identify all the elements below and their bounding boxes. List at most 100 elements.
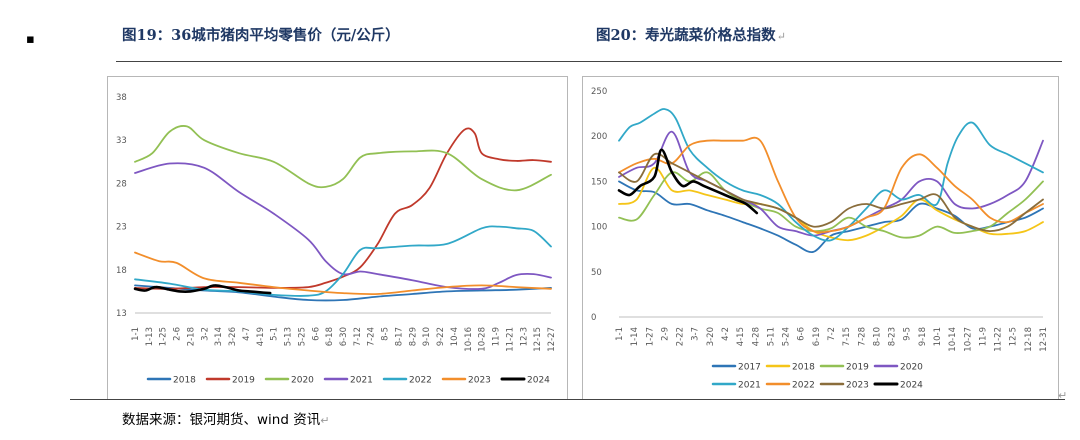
pork-xtick-label: 1-1 <box>131 327 141 341</box>
veg-legend-label-2021: 2021 <box>738 381 761 391</box>
chart-pork-price: 13 18 23 28 33 38 1-1 1-13 1-25 2-6 2-18 3-2 3-14 3-2… <box>107 76 568 400</box>
pork-series-2024 <box>133 284 272 295</box>
pork-xtick-label: 1-25 <box>159 327 169 346</box>
pork-xtick-label: 7-24 <box>367 327 377 346</box>
veg-legend-label-2019: 2019 <box>846 363 869 373</box>
figure-19-title: 图19：36城市猪肉平均零售价（元/公斤） <box>122 27 400 44</box>
pork-legend-label-2018: 2018 <box>173 376 196 386</box>
veg-xtick-label: 7-15 <box>842 327 852 346</box>
bullet-marker: ▪ <box>26 32 35 47</box>
pork-price-svg: 13 18 23 28 33 38 1-1 1-13 1-25 2-6 2-18 3-2 3-14 3-2… <box>116 93 557 386</box>
pork-legend-label-2020: 2020 <box>291 376 314 386</box>
veg-xtick-label: 10-27 <box>963 327 973 352</box>
veg-xtick-label: 12-18 <box>1024 327 1034 352</box>
veg-xtick-label: 6-19 <box>812 327 822 346</box>
pork-xtick-label: 10-4 <box>450 327 460 346</box>
veg-ytick-label: 50 <box>591 268 602 278</box>
veg-series-2021 <box>618 108 1044 242</box>
pork-ytick-label: 33 <box>116 136 127 146</box>
veg-xtick-label: 6-6 <box>797 327 807 341</box>
veg-xtick-label: 5-11 <box>766 327 776 346</box>
chart-vegetable-index: 0 50 100 150 200 250 1-1 1-14 1-27 2-9 2-22 3-7 3-20… <box>582 76 1059 400</box>
pork-xtick-label: 11-21 <box>505 327 515 352</box>
pork-ytick-label: 13 <box>116 309 127 319</box>
veg-legend-label-2017: 2017 <box>738 363 761 373</box>
data-source-note: 数据来源：银河期货、wind 资讯↵ <box>122 408 329 428</box>
pork-xtick-label: 5-13 <box>284 327 294 346</box>
veg-xtick-label: 10-1 <box>933 327 943 346</box>
pork-xtick-label: 3-26 <box>228 327 238 346</box>
veg-xtick-label: 4-2 <box>721 327 731 341</box>
veg-ytick-label: 200 <box>591 132 607 142</box>
pork-legend-label-2023: 2023 <box>468 376 491 386</box>
veg-legend-label-2023: 2023 <box>846 381 869 391</box>
pork-xtick-label: 3-2 <box>200 327 210 341</box>
veg-xtick-label: 11-22 <box>994 327 1004 352</box>
pork-xtick-label: 4-7 <box>242 327 252 341</box>
figure-20-title: 图20：寿光蔬菜价格总指数↵ <box>596 24 786 45</box>
pork-xtick-label: 9-22 <box>436 327 446 346</box>
pork-xtick-label: 8-29 <box>408 327 418 346</box>
pork-xtick-label: 6-6 <box>311 327 321 341</box>
pork-xtick-label: 10-28 <box>478 327 488 352</box>
pork-series-2020 <box>134 125 552 192</box>
pork-series-2021 <box>134 162 552 290</box>
vegetable-index-svg: 0 50 100 150 200 250 1-1 1-14 1-27 2-9 2-22 3-7 3-20… <box>591 87 1049 391</box>
veg-ytick-label: 100 <box>591 223 607 233</box>
pork-legend-label-2022: 2022 <box>409 376 432 386</box>
pork-series-2023 <box>134 251 552 296</box>
veg-xtick-label: 5-24 <box>782 327 792 346</box>
veg-legend-label-2024: 2024 <box>900 381 923 391</box>
veg-series-2020 <box>618 130 1044 237</box>
pork-xtick-label: 12-27 <box>547 327 557 352</box>
pork-xtick-label: 5-25 <box>297 327 307 346</box>
pork-ytick-label: 18 <box>116 266 127 276</box>
figure-20-title-text: 图20：寿光蔬菜价格总指数 <box>596 27 776 44</box>
veg-xtick-label: 4-28 <box>751 327 761 346</box>
veg-xtick-label: 2-9 <box>660 327 670 341</box>
veg-series-2022 <box>618 136 1044 234</box>
pork-legend-label-2019: 2019 <box>232 376 255 386</box>
pork-series-2019 <box>134 127 552 290</box>
pork-ytick-label: 28 <box>116 179 127 189</box>
veg-series-2023 <box>618 152 1044 232</box>
veg-ytick-label: 0 <box>591 313 596 323</box>
veg-xtick-label: 12-5 <box>1009 327 1019 346</box>
veg-series-2017 <box>618 180 1044 254</box>
veg-xtick-label: 7-2 <box>827 327 837 341</box>
veg-legend-label-2018: 2018 <box>792 363 815 373</box>
veg-xtick-label: 10-14 <box>948 327 958 352</box>
bottom-rule <box>70 399 1065 400</box>
data-source-text: 数据来源：银河期货、wind 资讯 <box>122 412 321 428</box>
veg-xtick-label: 12-31 <box>1039 327 1049 352</box>
pork-ytick-label: 38 <box>116 93 127 103</box>
veg-legend-label-2020: 2020 <box>900 363 923 373</box>
paragraph-mark: ↵ <box>320 414 330 427</box>
pork-xtick-label: 7-12 <box>353 327 363 346</box>
veg-xtick-label: 3-20 <box>706 327 716 346</box>
veg-xtick-label: 1-14 <box>630 327 640 346</box>
veg-xtick-label: 7-28 <box>857 327 867 346</box>
pork-xtick-label: 6-18 <box>325 327 335 346</box>
veg-xtick-label: 1-27 <box>645 327 655 346</box>
veg-xtick-label: 2-22 <box>676 327 686 346</box>
pork-xtick-label: 2-18 <box>186 327 196 346</box>
veg-xtick-label: 9-18 <box>918 327 928 346</box>
pork-xtick-label: 12-3 <box>519 327 529 346</box>
pork-xtick-label: 10-16 <box>464 327 474 352</box>
pork-xtick-label: 12-15 <box>533 327 543 352</box>
pork-xtick-label: 9-10 <box>422 327 432 346</box>
veg-ytick-label: 250 <box>591 87 607 97</box>
pork-xtick-label: 5-1 <box>270 327 280 341</box>
veg-xtick-label: 3-7 <box>691 327 701 341</box>
pork-xtick-label: 2-6 <box>173 327 183 341</box>
veg-xtick-label: 9-5 <box>903 327 913 341</box>
veg-xtick-label: 1-1 <box>615 327 625 341</box>
veg-ytick-label: 150 <box>591 177 607 187</box>
paragraph-mark-corner: ↵ <box>1058 389 1068 402</box>
pork-xtick-label: 8-5 <box>381 327 391 341</box>
pork-xtick-label: 6-30 <box>339 327 349 346</box>
veg-xtick-label: 4-15 <box>736 327 746 346</box>
pork-xtick-label: 8-17 <box>394 327 404 346</box>
pork-ytick-label: 23 <box>116 223 127 233</box>
